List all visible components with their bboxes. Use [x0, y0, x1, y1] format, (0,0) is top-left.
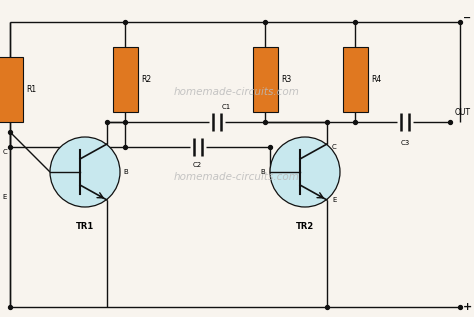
Point: [323, 120, 331, 125]
Point: [103, 120, 111, 125]
Point: [121, 145, 129, 150]
Text: +: +: [463, 302, 472, 312]
Text: R2: R2: [141, 75, 151, 84]
Text: OUT: OUT: [455, 108, 471, 117]
Bar: [253, 47, 277, 112]
Bar: [0, 57, 22, 122]
Point: [261, 19, 269, 24]
Point: [121, 19, 129, 24]
Bar: [343, 47, 367, 112]
Text: TR2: TR2: [296, 222, 314, 231]
Text: R3: R3: [281, 75, 291, 84]
Text: C3: C3: [401, 140, 410, 146]
Text: C: C: [2, 149, 7, 155]
Circle shape: [50, 137, 120, 207]
Point: [6, 304, 14, 309]
Point: [456, 19, 464, 24]
Point: [351, 19, 359, 24]
Text: B: B: [123, 169, 128, 175]
Text: B: B: [260, 169, 265, 175]
Point: [456, 304, 464, 309]
Text: R1: R1: [26, 85, 36, 94]
Point: [351, 120, 359, 125]
Circle shape: [270, 137, 340, 207]
Point: [323, 304, 331, 309]
Bar: [112, 47, 137, 112]
Text: −: −: [463, 13, 471, 23]
Point: [121, 120, 129, 125]
Text: C1: C1: [222, 104, 231, 110]
Text: homemade-circuits.com: homemade-circuits.com: [174, 87, 300, 97]
Text: E: E: [332, 197, 337, 203]
Point: [266, 145, 274, 150]
Point: [261, 120, 269, 125]
Point: [6, 145, 14, 150]
Text: TR1: TR1: [76, 222, 94, 231]
Text: homemade-circuits.com: homemade-circuits.com: [174, 172, 300, 182]
Text: C2: C2: [193, 162, 202, 168]
Text: R4: R4: [371, 75, 381, 84]
Text: C: C: [332, 144, 337, 150]
Text: E: E: [3, 194, 7, 200]
Point: [6, 129, 14, 134]
Point: [446, 120, 454, 125]
